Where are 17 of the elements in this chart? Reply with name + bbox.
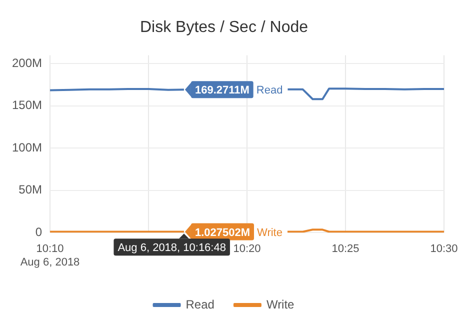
annotation: 169.2711M — [194, 84, 250, 97]
y-tick-label: 150M — [12, 98, 42, 112]
y-tick-label: 50M — [18, 182, 42, 197]
text: Write — [257, 226, 282, 239]
text: Aug 6, 2018, 10:16:48 — [118, 242, 226, 254]
x-tick-label: 10:20 — [233, 243, 261, 256]
y-tick-label: 0 — [35, 224, 42, 239]
y-tick-label: 200M — [12, 56, 42, 70]
x-tick-label: 10:10 Aug 6, 2018 — [20, 243, 80, 268]
y-tick-label: 100M — [12, 140, 42, 154]
legend-label: Read — [186, 297, 214, 312]
legend-label: Write — [266, 297, 295, 312]
x-tick-label: 10:30 — [430, 243, 458, 256]
x-tick-label: 10:25 — [332, 243, 360, 256]
annotation: 1.027502M — [194, 226, 250, 239]
chart-title: Disk Bytes / Sec / Node — [140, 19, 308, 36]
text: Read — [256, 84, 283, 97]
